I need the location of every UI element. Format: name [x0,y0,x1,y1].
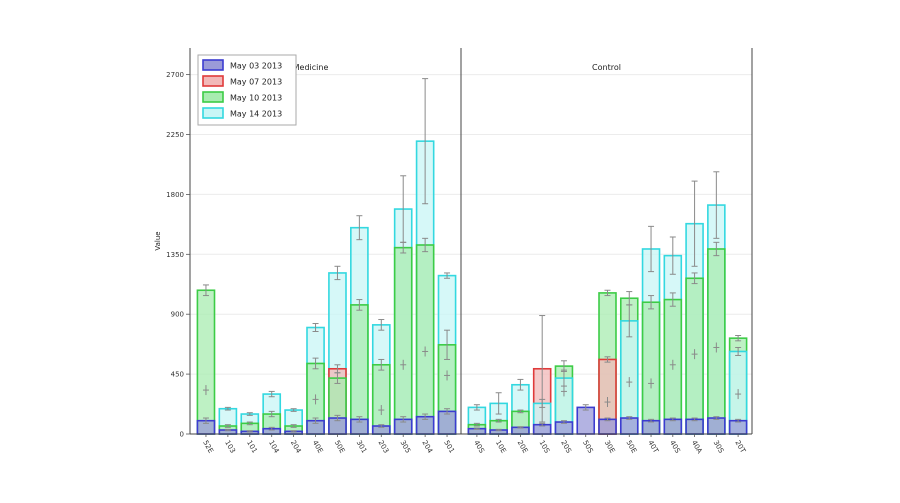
x-tick-label: 50E [625,439,639,455]
x-tick-label: 20E [516,439,530,455]
y-tick-label: 900 [171,311,184,319]
x-tick-label: 104 [267,439,281,455]
x-tick-label: 40E [311,439,325,455]
panel-titles: Medicine Control [293,63,621,72]
y-axis-label: Value [154,231,162,250]
x-tick-label: 204 [289,439,303,455]
bar [415,244,435,435]
bar [619,417,639,435]
bar [685,418,704,435]
legend: May 03 2013 May 07 2013 May 10 2013 May 14 … [197,54,297,126]
legend-swatch [202,107,224,119]
bar [663,418,683,435]
x-tick-label: 20S [559,439,573,455]
bar [371,363,391,435]
x-tick-label: 10S [537,439,551,455]
x-tick-label: 301 [355,439,369,455]
panel-title: Control [592,63,621,72]
panel-title: Medicine [293,63,329,72]
bar [350,304,369,435]
x-tick-label: 501 [442,439,456,455]
x-tick-label: 50E [333,439,347,455]
bar [707,248,726,435]
y-tick-label: 450 [171,371,184,379]
x-tick-label: 204 [420,439,434,455]
legend-label: May 14 2013 [230,110,282,119]
x-tick-label: 40S [472,439,486,455]
x-tick-label: 30E [603,439,617,455]
plot-frame [189,48,753,435]
y-tick-label: 1350 [166,251,184,259]
legend-label: May 07 2013 [230,78,282,87]
x-tick-label: 50S [581,439,595,455]
y-tick-label: 0 [180,431,184,439]
y-tick-label: 2700 [166,71,184,79]
x-tick-label: 40A [690,439,704,455]
bar [393,246,413,435]
x-tick-label: 101 [245,439,259,455]
bar [576,406,596,435]
x-tick-label: 305 [398,439,412,455]
legend-swatch [202,75,224,87]
x-tick-label: 10E [494,439,508,455]
x-tick-label: 52E [201,439,215,455]
x-tick-label: 203 [377,439,391,455]
legend-swatch [202,59,224,71]
bar [641,419,661,435]
x-tick-label: 40S [668,439,682,455]
y-tick-label: 1800 [166,191,184,199]
bar [196,289,216,435]
x-tick-label: 30S [712,439,726,455]
legend-label: May 03 2013 [230,62,282,71]
bar [598,418,617,435]
x-tick-label: 20T [733,439,747,455]
legend-swatch [202,91,224,103]
bar [728,419,748,435]
bar [641,301,661,435]
x-tick-label: 103 [223,439,237,455]
x-tick-label: 40T [646,439,660,455]
bars [196,78,748,435]
bar [707,417,726,435]
legend-label: May 10 2013 [230,94,282,103]
bar [437,410,457,435]
y-tick-label: 2250 [166,131,184,139]
